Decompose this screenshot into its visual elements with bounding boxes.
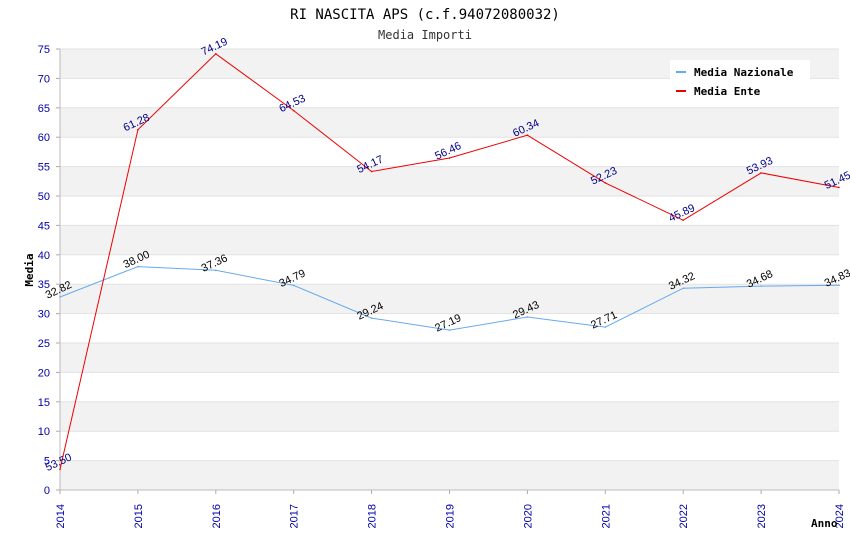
grid-band — [60, 460, 839, 490]
grid-band — [60, 401, 839, 432]
x-tick-label: 2014 — [55, 504, 67, 528]
x-tick-label: 2018 — [367, 504, 379, 528]
data-point — [370, 317, 373, 319]
data-point — [526, 316, 529, 318]
x-tick-label: 2020 — [522, 504, 534, 528]
x-tick-label: 2023 — [756, 504, 768, 528]
series-layer — [59, 52, 840, 471]
grid-band — [60, 166, 839, 196]
x-axis-title: Anno — [811, 517, 838, 530]
y-tick-label: 15 — [38, 397, 50, 409]
y-tick-label: 70 — [38, 73, 50, 85]
grid-bands — [60, 48, 839, 491]
legend: Media Nazionale Media Ente — [670, 60, 810, 102]
grid-band — [60, 343, 839, 373]
legend-background — [670, 60, 810, 102]
data-point — [292, 284, 295, 287]
x-tick-label: 2024 — [834, 504, 846, 528]
data-point — [604, 182, 607, 184]
y-tick-label: 35 — [38, 279, 50, 291]
y-axis-ticks: 0 5 10 15 20 25 30 35 40 45 50 55 60 65 70 75 — [38, 44, 60, 497]
data-point — [526, 134, 529, 137]
x-tick-label: 2016 — [211, 504, 223, 528]
y-tick-label: 0 — [44, 485, 50, 497]
chart-subtitle: Media Importi — [378, 28, 472, 42]
y-tick-label: 20 — [38, 367, 50, 379]
data-point — [604, 326, 607, 328]
y-tick-label: 75 — [38, 44, 50, 56]
data-point — [215, 269, 217, 272]
data-label: 45.89 — [667, 202, 697, 225]
y-tick-label: 10 — [38, 426, 50, 438]
y-tick-label: 25 — [38, 338, 50, 350]
y-tick-label: 65 — [38, 103, 50, 115]
data-point — [760, 172, 762, 174]
legend-label: Media Nazionale — [694, 66, 794, 79]
data-point — [682, 219, 684, 221]
data-point — [370, 170, 373, 173]
x-axis-ticks: 2014 2015 2016 2017 2018 2019 2020 2021 2022 2023… — [55, 490, 846, 528]
y-tick-label: 40 — [38, 250, 50, 262]
data-point — [59, 468, 61, 471]
y-tick-label: 30 — [38, 309, 50, 321]
data-point — [137, 128, 139, 131]
data-point — [292, 109, 295, 112]
data-label: 56.46 — [433, 140, 463, 163]
x-tick-label: 2022 — [678, 504, 690, 528]
grid-band — [60, 107, 839, 138]
data-point — [137, 265, 139, 268]
data-point — [760, 285, 762, 287]
grid-band — [60, 284, 839, 314]
x-tick-label: 2017 — [289, 504, 301, 528]
data-point — [682, 287, 684, 289]
data-point — [215, 52, 217, 55]
y-tick-label: 55 — [38, 162, 50, 174]
data-point — [448, 157, 451, 159]
y-axis-title: Media — [23, 253, 36, 286]
data-label: 37.36 — [200, 252, 230, 275]
y-tick-label: 60 — [38, 132, 50, 144]
y-tick-label: 45 — [38, 220, 50, 232]
data-label: 27.19 — [433, 312, 463, 335]
x-tick-label: 2021 — [600, 504, 612, 528]
data-point — [838, 284, 840, 286]
data-point — [59, 296, 61, 298]
data-point — [448, 329, 451, 331]
legend-label: Media Ente — [694, 85, 761, 98]
y-tick-label: 50 — [38, 191, 50, 203]
x-tick-label: 2015 — [133, 504, 145, 528]
grid-band — [60, 225, 839, 255]
data-point — [838, 186, 840, 189]
x-tick-label: 2019 — [445, 504, 457, 528]
chart-title: RI NASCITA APS (c.f.94072080032) — [290, 7, 560, 23]
y-tick-label: 5 — [44, 456, 50, 468]
